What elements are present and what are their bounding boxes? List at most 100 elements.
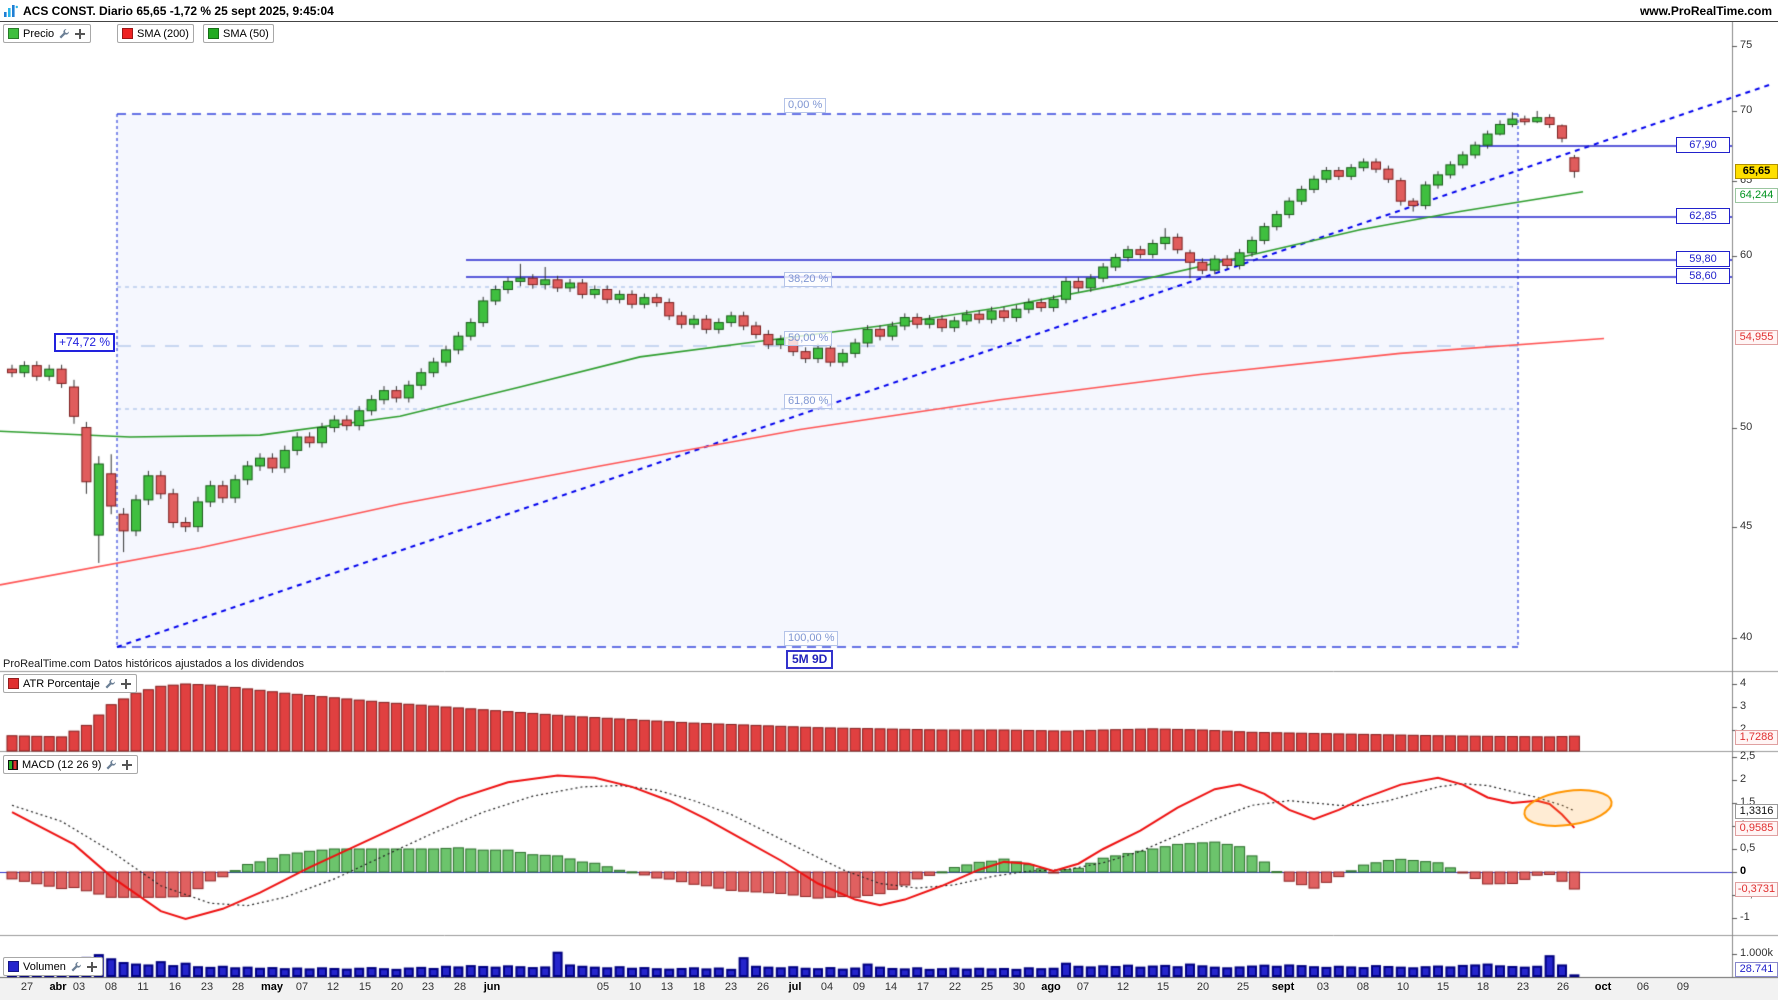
footnote-site: ProRealTime.com	[3, 658, 91, 670]
date-label: 03	[72, 981, 86, 993]
fib-label[interactable]: 61,80 %	[784, 394, 833, 409]
trendline-label[interactable]: +74,72 %	[54, 333, 116, 352]
price-axis-tick: 50	[1740, 421, 1753, 433]
axis-value-box: 64,244	[1735, 188, 1778, 203]
date-label: 23	[200, 981, 214, 993]
date-label: 07	[295, 981, 309, 993]
instrument-title: ACS CONST. Diario 65,65 -1,72 % 25 sept …	[23, 3, 334, 18]
wrench-icon[interactable]	[105, 759, 117, 771]
atr-value-box: 1,7288	[1735, 730, 1778, 745]
atr-axis-tick: 4	[1740, 677, 1747, 689]
date-label: 13	[660, 981, 674, 993]
atr-swatch-icon	[8, 678, 19, 689]
sma200-legend-chip[interactable]: SMA (200)	[117, 24, 194, 43]
macd-axis-tick: 2,5	[1740, 750, 1756, 762]
fib-label[interactable]: 38,20 %	[784, 272, 833, 287]
level-label[interactable]: 59,80	[1676, 251, 1730, 267]
website-link[interactable]: www.ProRealTime.com	[1639, 3, 1772, 18]
date-label: ago	[1041, 981, 1061, 993]
price-legend-chip[interactable]: Precio	[3, 24, 92, 43]
sma50-legend-chip[interactable]: SMA (50)	[203, 24, 274, 43]
price-swatch-icon	[8, 28, 19, 39]
price-axis-tick: 60	[1740, 249, 1753, 261]
price-axis-tick: 45	[1740, 520, 1753, 532]
date-label: 16	[168, 981, 182, 993]
wrench-icon[interactable]	[70, 961, 82, 973]
atr-axis-tick: 2	[1740, 723, 1747, 735]
date-label: 05	[596, 981, 610, 993]
volume-legend-chip[interactable]: Volumen	[3, 957, 103, 976]
date-label: 22	[948, 981, 962, 993]
macd-value-box: 1,3316	[1735, 804, 1778, 819]
macd-value-box: -0,3731	[1735, 882, 1778, 897]
fib-label[interactable]: 100,00 %	[784, 631, 839, 646]
plus-icon[interactable]	[74, 28, 86, 40]
atr-legend-label: ATR Porcentaje	[23, 677, 100, 690]
date-label: 25	[980, 981, 994, 993]
date-label: 23	[421, 981, 435, 993]
date-label: 15	[1436, 981, 1450, 993]
fib-label[interactable]: 0,00 %	[784, 98, 827, 113]
date-label: 28	[231, 981, 245, 993]
fib-label[interactable]: 50,00 %	[784, 331, 833, 346]
footnote-text: Datos históricos ajustados a los dividen…	[93, 658, 305, 670]
date-label: 06	[1636, 981, 1650, 993]
date-label: 18	[692, 981, 706, 993]
level-label[interactable]: 58,60	[1676, 268, 1730, 284]
date-label: 18	[1476, 981, 1490, 993]
date-label: 20	[1196, 981, 1210, 993]
price-axis-tick: 40	[1740, 631, 1753, 643]
date-label: 07	[1076, 981, 1090, 993]
fib-range-label[interactable]: 5M 9D	[786, 650, 834, 669]
plus-icon[interactable]	[86, 961, 98, 973]
level-label[interactable]: 67,90	[1676, 137, 1730, 153]
date-label: 08	[104, 981, 118, 993]
date-label: 26	[756, 981, 770, 993]
date-label: abr	[49, 981, 67, 993]
date-label: jun	[483, 981, 501, 993]
price-axis-tick: 70	[1740, 104, 1753, 116]
macd-axis-tick: 0	[1740, 865, 1747, 877]
date-label: 12	[1116, 981, 1130, 993]
macd-axis-tick: 2	[1740, 773, 1747, 785]
date-label: 26	[1556, 981, 1570, 993]
date-label: 15	[358, 981, 372, 993]
sma50-swatch-icon	[208, 28, 219, 39]
macd-legend-chip[interactable]: MACD (12 26 9)	[3, 755, 139, 774]
date-label: 23	[724, 981, 738, 993]
macd-legend-label: MACD (12 26 9)	[22, 758, 102, 771]
date-label: 20	[390, 981, 404, 993]
price-axis-tick: 75	[1740, 39, 1753, 51]
atr-legend-chip[interactable]: ATR Porcentaje	[3, 674, 137, 693]
date-label: 30	[1012, 981, 1026, 993]
date-label: 28	[453, 981, 467, 993]
volume-swatch-icon	[8, 961, 19, 972]
footnote: ProRealTime.com Datos históricos ajustad…	[3, 658, 304, 670]
date-label: 10	[628, 981, 642, 993]
plus-icon[interactable]	[121, 759, 133, 771]
macd-axis-tick: -1	[1740, 911, 1750, 923]
date-label: 27	[20, 981, 34, 993]
title-bar: ACS CONST. Diario 65,65 -1,72 % 25 sept …	[0, 0, 1778, 22]
macd-value-box: 0,9585	[1735, 821, 1778, 836]
date-label: 25	[1236, 981, 1250, 993]
atr-axis-tick: 3	[1740, 700, 1747, 712]
date-label: 12	[326, 981, 340, 993]
wrench-icon[interactable]	[58, 28, 70, 40]
wrench-icon[interactable]	[104, 678, 116, 690]
price-legend-label: Precio	[23, 27, 55, 40]
axis-value-box: 54,955	[1735, 330, 1778, 345]
plus-icon[interactable]	[120, 678, 132, 690]
volume-value-box: 28.741	[1735, 962, 1778, 977]
macd-axis-tick: 0,5	[1740, 842, 1756, 854]
volume-legend-label: Volumen	[23, 960, 66, 973]
date-label: 04	[820, 981, 834, 993]
date-label: 17	[916, 981, 930, 993]
level-label[interactable]: 62,85	[1676, 208, 1730, 224]
date-label: 03	[1316, 981, 1330, 993]
date-label: oct	[1594, 981, 1612, 993]
date-label: sept	[1271, 981, 1295, 993]
